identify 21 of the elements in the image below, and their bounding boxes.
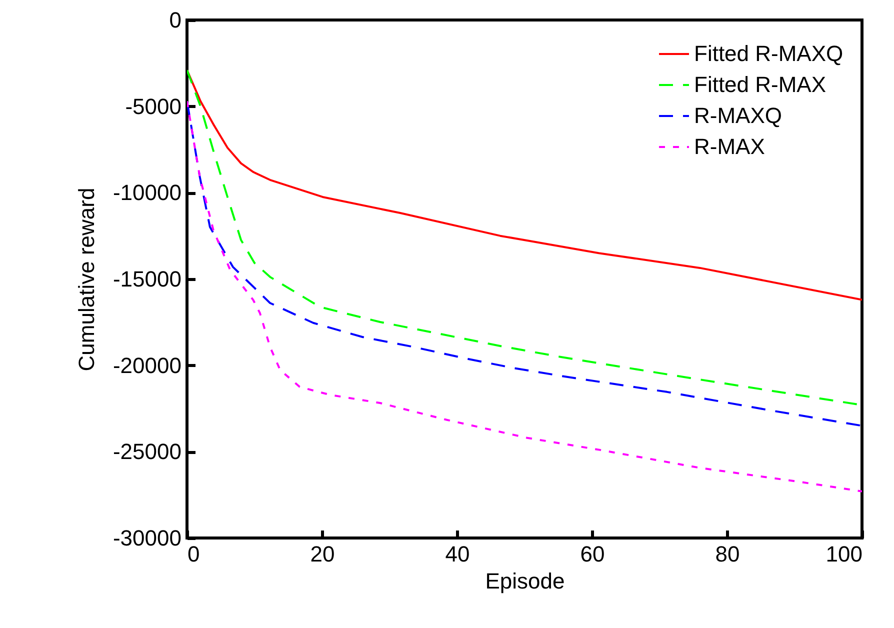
y-tick-label: -15000 (112, 266, 182, 292)
legend-label: R-MAXQ (694, 103, 782, 128)
y-tick-label: -10000 (112, 180, 182, 206)
line-series (187, 100, 862, 492)
y-tick-label: -25000 (112, 439, 182, 464)
x-tick-label: 60 (580, 542, 605, 566)
y-tick-label: -20000 (112, 352, 182, 378)
x-axis-title: Episode (485, 568, 565, 594)
x-tick-label: 40 (445, 542, 470, 566)
x-tick-label: 20 (310, 542, 335, 566)
x-tick-label: 80 (715, 542, 740, 566)
y-tick-label: 0 (169, 8, 182, 32)
y-tick-label: -5000 (125, 94, 182, 119)
line-series (187, 69, 862, 301)
y-axis-title: Cumulative reward (74, 188, 99, 372)
x-tick-label: 0 (188, 542, 200, 566)
x-tick-label: 100 (826, 542, 862, 566)
legend-label: R-MAX (694, 134, 766, 159)
legend-label: Fitted R-MAXQ (694, 41, 844, 66)
y-tick-label: -30000 (112, 526, 182, 550)
legend-label: Fitted R-MAX (694, 72, 826, 97)
